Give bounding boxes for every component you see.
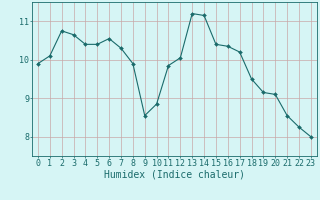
X-axis label: Humidex (Indice chaleur): Humidex (Indice chaleur) bbox=[104, 169, 245, 179]
